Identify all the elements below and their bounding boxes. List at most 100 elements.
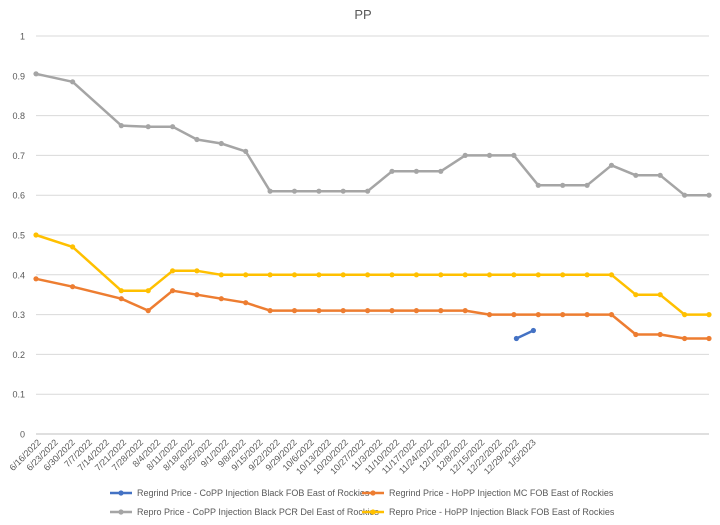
legend-swatch-marker (118, 490, 124, 496)
data-point (33, 71, 39, 77)
data-point (267, 308, 273, 314)
data-point (486, 152, 493, 158)
data-point (243, 300, 249, 306)
y-tick-label: 0.9 (12, 71, 25, 81)
data-point (413, 168, 419, 174)
data-point (291, 188, 298, 194)
data-point (511, 312, 517, 318)
y-tick-label: 0.2 (12, 350, 25, 360)
data-point (70, 244, 76, 250)
data-point (486, 272, 493, 278)
data-point (657, 292, 663, 298)
legend-item: Regrind Price - HoPP Injection MC FOB Ea… (362, 488, 614, 498)
data-point (170, 288, 176, 294)
data-point (291, 272, 298, 278)
data-point (438, 308, 444, 314)
data-point (682, 312, 688, 318)
data-point (682, 335, 688, 342)
series-line (515, 329, 535, 340)
data-point (218, 296, 224, 302)
data-point (608, 272, 615, 278)
data-point (389, 168, 395, 174)
gridlines (36, 35, 709, 435)
data-point (170, 124, 176, 130)
data-point (438, 272, 444, 278)
data-point (584, 182, 590, 188)
data-point (316, 308, 322, 314)
y-tick-label: 0.1 (12, 390, 25, 400)
data-point (462, 272, 468, 278)
data-point (70, 284, 76, 290)
legend-label: Regrind Price - HoPP Injection MC FOB Ea… (389, 488, 614, 498)
data-point (118, 296, 124, 302)
data-point (218, 272, 224, 278)
data-point (413, 272, 419, 278)
chart-title: PP (354, 7, 371, 22)
y-tick-label: 0.7 (12, 151, 25, 161)
data-point (706, 335, 712, 342)
data-point (513, 335, 520, 342)
series-lines (33, 71, 712, 342)
data-point (584, 312, 590, 318)
y-tick-label: 0.8 (12, 111, 25, 121)
data-point (243, 272, 249, 278)
data-point (706, 192, 712, 198)
data-point (316, 272, 322, 278)
legend-label: Repro Price - CoPP Injection Black PCR D… (137, 507, 379, 517)
data-point (535, 182, 541, 188)
data-point (291, 308, 298, 314)
data-point (413, 308, 419, 314)
data-point (218, 140, 224, 147)
data-point (657, 172, 663, 178)
data-point (486, 312, 493, 318)
data-point (145, 308, 151, 314)
legend-swatch-marker (118, 509, 124, 515)
data-point (633, 172, 639, 178)
data-point (118, 123, 124, 129)
legend-swatch-marker (370, 509, 376, 515)
data-point (33, 232, 39, 238)
data-point (535, 312, 541, 318)
data-point (608, 312, 615, 318)
data-point (365, 308, 371, 314)
y-tick-label: 0.4 (12, 270, 25, 280)
data-point (511, 152, 517, 158)
data-point (194, 136, 200, 143)
data-point (365, 188, 371, 194)
data-point (706, 312, 712, 318)
data-point (316, 188, 322, 194)
series-line (34, 277, 711, 340)
data-point (560, 312, 566, 318)
data-point (145, 288, 151, 294)
legend-label: Repro Price - HoPP Injection Black FOB E… (389, 507, 615, 517)
data-point (70, 79, 76, 85)
data-point (584, 272, 590, 278)
data-point (194, 292, 200, 298)
legend-swatch-marker (370, 490, 376, 496)
data-point (365, 272, 371, 278)
legend-item: Repro Price - HoPP Injection Black FOB E… (362, 507, 615, 517)
data-point (243, 148, 249, 154)
series-3 (33, 71, 712, 198)
legend-item: Regrind Price - CoPP Injection Black FOB… (110, 488, 370, 498)
data-point (657, 331, 663, 338)
data-point (170, 268, 176, 274)
data-point (267, 188, 273, 194)
y-tick-label: 0 (20, 430, 25, 440)
data-point (560, 182, 566, 188)
data-point (389, 308, 395, 314)
data-point (33, 276, 39, 282)
series-line (34, 72, 711, 197)
data-point (340, 308, 346, 314)
data-point (194, 268, 200, 274)
data-point (389, 272, 395, 278)
data-point (438, 168, 444, 174)
legend: Regrind Price - CoPP Injection Black FOB… (110, 488, 615, 517)
y-tick-label: 0.6 (12, 191, 25, 201)
y-tick-label: 0.3 (12, 310, 25, 320)
data-point (340, 272, 346, 278)
data-point (535, 272, 541, 278)
x-axis-tick-labels: 6/16/20226/23/20226/30/20227/7/20227/14/… (7, 437, 537, 476)
data-point (560, 272, 566, 278)
